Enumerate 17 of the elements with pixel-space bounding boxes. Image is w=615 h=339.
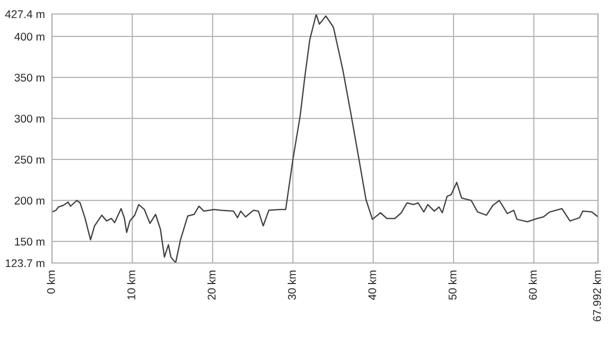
x-tick-label: 60 km [528,270,537,300]
y-tick-label: 150 m [15,238,44,246]
y-tick-label: 427.4 m [5,10,44,18]
x-tick-label: 40 km [368,270,376,300]
x-tick-label: 0 km [46,270,55,294]
x-tick-label: 50 km [448,270,456,300]
y-tick-label: 350 m [14,74,44,82]
y-tick-label: 250 m [14,156,44,164]
x-tick-label: 30 km [288,270,296,300]
line-series [52,14,598,263]
y-tick-label: 300 m [14,114,44,123]
x-tick-label: 10 km [127,270,136,300]
y-tick-label: 123.7 m [6,259,44,268]
x-tick-label: 20 km [207,270,216,300]
y-tick-label: 400 m [14,32,44,41]
y-tick-label: 200 m [14,196,44,205]
x-tick-label: 67.992 km [592,270,601,322]
